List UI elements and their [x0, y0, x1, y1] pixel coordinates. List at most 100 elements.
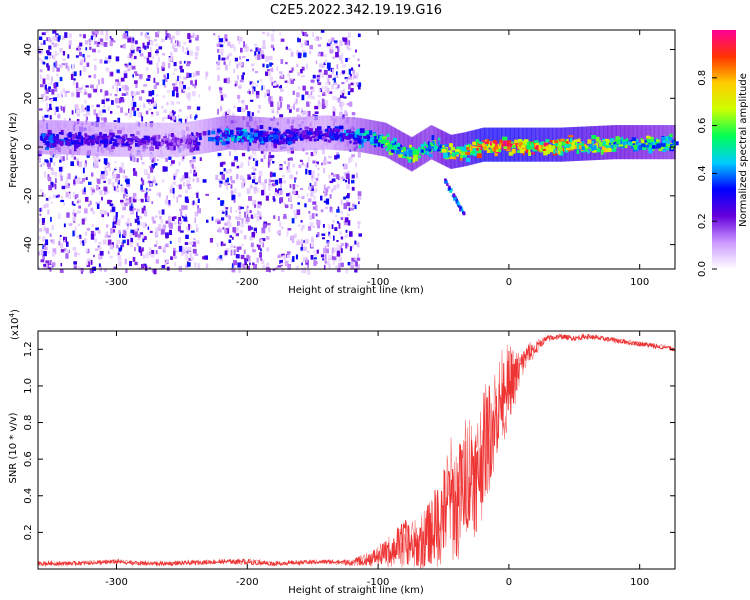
heatmap-cell — [47, 37, 52, 42]
heatmap-cell — [73, 265, 77, 270]
heatmap-cell — [100, 89, 103, 93]
heatmap-cell — [412, 158, 415, 163]
heatmap-cell — [47, 130, 52, 134]
heatmap-cell — [266, 222, 271, 226]
heatmap-cell — [226, 77, 231, 84]
heatmap-cell — [311, 236, 314, 242]
heatmap-cell — [256, 244, 259, 248]
heatmap-cell — [149, 230, 153, 233]
heatmap-cell — [291, 125, 294, 131]
heatmap-cell — [68, 40, 72, 45]
heatmap-cell — [74, 139, 79, 145]
heatmap-cell — [271, 109, 275, 113]
heatmap-cell — [124, 63, 128, 66]
heatmap-cell — [358, 233, 362, 237]
heatmap-cell — [100, 174, 102, 180]
heatmap-cell — [144, 210, 148, 217]
heatmap-cell — [571, 140, 575, 144]
heatmap-cell — [541, 147, 544, 153]
heatmap-cell — [334, 227, 338, 231]
heatmap-cell — [337, 206, 340, 211]
heatmap-cell — [248, 156, 251, 160]
heatmap-cell — [124, 84, 128, 91]
heatmap-cell — [78, 142, 83, 146]
heatmap-cell — [191, 83, 195, 87]
heatmap-cell — [45, 147, 50, 150]
heatmap-cell — [195, 114, 198, 119]
heatmap-cell — [358, 64, 361, 67]
heatmap-cell — [273, 143, 277, 149]
heatmap-cell — [528, 151, 532, 156]
heatmap-cell — [120, 200, 124, 206]
bottom-x-tick-label: 0 — [506, 577, 512, 588]
heatmap-cell — [282, 174, 285, 178]
heatmap-cell — [137, 237, 141, 241]
heatmap-cell — [418, 155, 421, 159]
heatmap-cell — [273, 198, 276, 202]
heatmap-cell — [234, 83, 237, 87]
heatmap-cell — [115, 212, 118, 217]
heatmap-cell — [517, 139, 523, 144]
heatmap-cell — [45, 98, 47, 102]
heatmap-cell — [131, 156, 135, 162]
heatmap-cell — [52, 262, 56, 267]
heatmap-cell — [447, 150, 452, 154]
heatmap-cell — [332, 68, 334, 75]
heatmap-cell — [471, 150, 476, 155]
heatmap-cell — [316, 161, 319, 165]
heatmap-cell — [398, 148, 402, 152]
heatmap-cell — [576, 149, 579, 154]
heatmap-cell — [306, 110, 309, 117]
heatmap-cell — [225, 141, 230, 145]
heatmap-cell — [286, 231, 289, 237]
heatmap-cell — [173, 175, 176, 180]
heatmap-cell — [338, 263, 341, 269]
heatmap-cell — [148, 90, 152, 97]
heatmap-cell — [259, 138, 262, 142]
heatmap-cell — [261, 227, 266, 234]
heatmap-cell — [275, 139, 279, 144]
heatmap-cell — [149, 140, 154, 143]
heatmap-cell — [659, 125, 662, 160]
heatmap-cell — [367, 138, 372, 141]
heatmap-cell — [451, 134, 454, 169]
heatmap-cell — [82, 240, 85, 246]
heatmap-cell — [350, 261, 354, 264]
heatmap-cell — [250, 214, 254, 219]
heatmap-cell — [231, 267, 236, 273]
heatmap-cell — [45, 260, 49, 264]
heatmap-cell — [324, 156, 327, 161]
heatmap-cell — [175, 31, 180, 36]
heatmap-cell — [335, 86, 339, 90]
heatmap-cell — [48, 134, 53, 138]
heatmap-cell — [138, 49, 141, 54]
heatmap-cell — [605, 145, 608, 148]
heatmap-cell — [170, 256, 173, 260]
heatmap-cell — [311, 135, 316, 138]
heatmap-cell — [648, 141, 653, 146]
heatmap-cell — [162, 53, 166, 56]
heatmap-cell — [602, 141, 607, 144]
heatmap-cell — [312, 172, 315, 179]
heatmap-cell — [317, 223, 320, 229]
heatmap-cell — [91, 31, 95, 35]
heatmap-cell — [72, 209, 75, 214]
heatmap-cell — [63, 236, 66, 242]
heatmap-cell — [262, 45, 266, 49]
heatmap-cell — [254, 71, 259, 74]
heatmap-cell — [408, 149, 413, 155]
heatmap-cell — [231, 137, 236, 142]
heatmap-cell — [221, 57, 226, 61]
heatmap-cell — [143, 135, 149, 140]
heatmap-cell — [340, 217, 344, 220]
heatmap-cell — [75, 82, 79, 89]
heatmap-cell — [457, 202, 460, 206]
heatmap-cell — [343, 136, 349, 139]
heatmap-cell — [72, 247, 77, 251]
heatmap-cell — [421, 146, 424, 149]
heatmap-cell — [164, 140, 169, 144]
heatmap-cell — [615, 136, 620, 141]
heatmap-cell — [145, 67, 149, 71]
heatmap-cell — [265, 195, 269, 201]
bottom-y-tick-label: 0.4 — [23, 488, 34, 504]
